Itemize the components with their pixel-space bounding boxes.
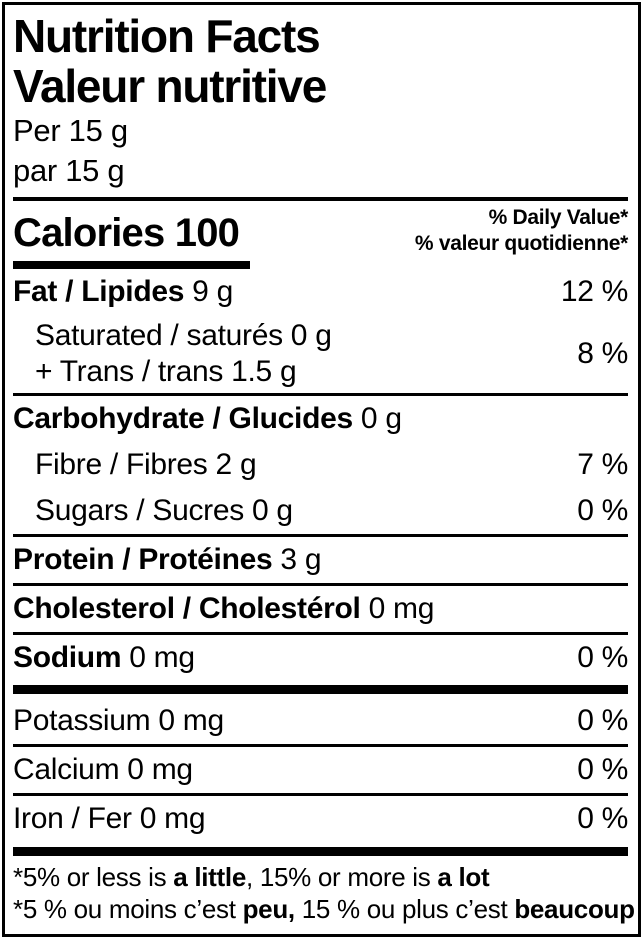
protein-label: Protein / Protéines 3 g [13,542,322,578]
row-potassium: Potassium 0 mg 0 % [13,698,628,744]
carbohydrate-amount: 0 g [360,402,402,435]
cholesterol-amount: 0 mg [368,592,435,625]
row-sugars: Sugars / Sucres 0 g 0 % [13,488,628,534]
separator-after-potassium [13,744,628,747]
footnote-en-a-little: a little [173,862,246,892]
row-cholesterol: Cholesterol / Cholestérol 0 mg [13,586,628,632]
footnote-en-a-lot: a lot [437,862,490,892]
thick-bar-after-iron [13,847,628,856]
row-fibre: Fibre / Fibres 2 g 7 % [13,442,628,488]
label-title-en: Nutrition Facts [13,10,321,62]
footnote-fr-pre: *5 % ou moins c’est [13,894,236,924]
carbohydrate-label: Carbohydrate / Glucides 0 g [13,401,402,437]
calcium-label: Calcium 0 mg [13,753,193,786]
protein-name: Protein / Protéines [13,543,273,576]
daily-value-header-en: % Daily Value* [488,206,629,229]
label-title-fr: Valeur nutritive [13,60,327,112]
cholesterol-label: Cholesterol / Cholestérol 0 mg [13,591,434,627]
fat-amount: 9 g [192,275,233,308]
footnote-en-mid: , 15% or more is [245,862,431,892]
calories-row: Calories 100 % Daily Value* % valeur quo… [13,205,628,257]
iron-label: Iron / Fer 0 mg [13,802,206,835]
row-fat: Fat / Lipides 9 g 12 % [13,269,628,315]
separator-after-cholesterol [13,632,628,635]
cholesterol-name: Cholesterol / Cholestérol [13,592,361,625]
row-calcium: Calcium 0 mg 0 % [13,747,628,793]
calories-value: 100 [174,211,240,255]
separator-after-protein [13,583,628,586]
fibre-daily-value: 7 % [577,448,628,481]
header-rule [13,197,628,201]
carbohydrate-name: Carbohydrate / Glucides [13,402,353,435]
calcium-daily-value: 0 % [577,753,628,786]
serving-size-en: Per 15 g [13,113,128,148]
daily-value-header-fr: % valeur quotidienne* [414,232,628,255]
saturated-trans-label: Saturated / saturés 0 g + Trans / trans … [13,318,332,390]
saturated-line: Saturated / saturés 0 g [35,319,332,352]
calories-word: Calories [13,211,165,255]
saturated-trans-daily-value: 8 % [577,337,628,370]
daily-value-header: % Daily Value* % valeur quotidienne* [415,205,628,257]
calories-underline-bar [13,261,250,269]
trans-line: + Trans / trans 1.5 g [35,355,297,388]
footnote-fr-mid: 15 % ou plus c’est [301,894,508,924]
sugars-daily-value: 0 % [577,494,628,527]
footnote-en: *5% or less is a little, 15% or more is … [13,861,628,893]
row-sodium: Sodium 0 mg 0 % [13,635,628,681]
sodium-label: Sodium 0 mg [13,640,195,676]
serving-size-fr: par 15 g [13,153,125,188]
separator-after-calcium [13,793,628,796]
row-protein: Protein / Protéines 3 g [13,537,628,583]
footnote-fr-beaucoup: beaucoup [514,894,635,924]
separator-after-carbohydrate [13,534,628,537]
footnote-fr-peu: peu, [242,894,296,924]
fibre-label: Fibre / Fibres 2 g [35,448,257,481]
fat-daily-value: 12 % [560,275,628,308]
sodium-amount: 0 mg [129,641,195,674]
row-iron: Iron / Fer 0 mg 0 % [13,796,628,842]
separator-after-fat [13,393,628,396]
sodium-daily-value: 0 % [577,641,628,674]
sugars-label: Sugars / Sucres 0 g [35,494,293,527]
protein-amount: 3 g [280,543,322,576]
fat-label: Fat / Lipides 9 g [13,274,233,310]
footnote-fr: *5 % ou moins c’est peu, 15 % ou plus c’… [13,893,635,925]
thick-bar-after-sodium [13,685,628,694]
calories-label: Calories 100 [13,209,240,257]
sodium-name: Sodium [13,641,122,674]
row-carbohydrate: Carbohydrate / Glucides 0 g [13,396,628,442]
iron-daily-value: 0 % [577,802,628,835]
row-saturated-trans: Saturated / saturés 0 g + Trans / trans … [13,315,628,393]
fat-name: Fat / Lipides [13,275,185,308]
potassium-daily-value: 0 % [577,704,628,737]
footnote-en-pre: *5% or less is [13,862,167,892]
potassium-label: Potassium 0 mg [13,704,224,737]
